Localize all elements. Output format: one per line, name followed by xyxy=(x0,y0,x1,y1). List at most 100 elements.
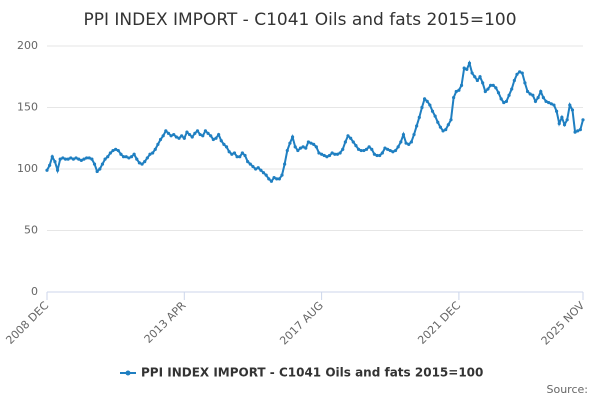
point xyxy=(370,147,374,151)
point xyxy=(325,155,329,159)
point xyxy=(531,93,535,97)
point xyxy=(158,137,163,142)
point xyxy=(230,152,234,156)
point xyxy=(338,151,342,155)
point xyxy=(209,134,213,138)
point xyxy=(217,132,221,137)
point xyxy=(578,128,582,132)
point xyxy=(510,87,514,91)
x-tick-label: 2017 AUG xyxy=(277,299,326,348)
point xyxy=(465,67,469,71)
point xyxy=(74,156,78,160)
point xyxy=(185,130,189,134)
point xyxy=(349,136,353,140)
point xyxy=(475,78,479,83)
point xyxy=(143,160,147,164)
point xyxy=(483,89,487,94)
point xyxy=(280,173,284,177)
point xyxy=(478,75,482,79)
point xyxy=(459,83,464,87)
point xyxy=(193,131,197,135)
point xyxy=(425,99,429,103)
point xyxy=(187,132,192,137)
x-tick-label: 2008 DEC xyxy=(3,299,51,347)
point xyxy=(306,140,310,144)
y-tick-label: 0 xyxy=(31,285,38,298)
y-tick-label: 150 xyxy=(17,101,38,114)
point xyxy=(438,125,443,129)
point xyxy=(359,148,363,153)
point xyxy=(251,164,255,169)
point xyxy=(386,147,390,151)
point xyxy=(420,105,424,110)
point xyxy=(172,132,176,137)
point xyxy=(525,89,530,94)
point xyxy=(79,158,83,162)
point xyxy=(362,148,366,153)
point xyxy=(356,147,361,151)
point xyxy=(488,83,493,87)
point xyxy=(119,152,123,156)
point xyxy=(166,131,171,135)
point xyxy=(412,132,416,137)
point xyxy=(269,179,274,183)
point xyxy=(82,157,86,161)
point xyxy=(573,130,577,134)
point xyxy=(129,155,134,159)
point xyxy=(568,103,572,107)
point xyxy=(343,140,347,144)
point xyxy=(309,141,313,145)
point xyxy=(267,177,271,181)
point xyxy=(283,162,287,166)
point xyxy=(248,162,252,166)
point xyxy=(499,97,503,101)
y-tick-label: 50 xyxy=(24,224,38,237)
point xyxy=(449,118,453,122)
point xyxy=(156,142,160,146)
point xyxy=(108,151,112,155)
point xyxy=(53,160,57,164)
point xyxy=(407,142,411,146)
point xyxy=(85,156,89,160)
point xyxy=(496,91,501,95)
point xyxy=(148,152,152,156)
point xyxy=(335,152,340,156)
point xyxy=(430,109,435,113)
x-tick-label: 2021 DEC xyxy=(415,299,463,347)
point xyxy=(533,99,538,103)
point xyxy=(512,78,516,83)
point xyxy=(211,137,215,142)
point xyxy=(372,152,377,156)
point xyxy=(161,134,165,138)
point xyxy=(243,153,247,158)
series-line xyxy=(46,60,584,183)
point xyxy=(454,89,458,94)
point xyxy=(320,152,324,156)
point xyxy=(520,71,524,75)
point xyxy=(351,140,355,144)
point xyxy=(45,168,49,172)
point xyxy=(364,147,369,151)
point xyxy=(547,100,551,105)
point xyxy=(63,157,68,161)
point xyxy=(127,156,131,160)
source: Source: xyxy=(547,383,589,396)
point xyxy=(275,177,279,181)
point xyxy=(261,171,266,175)
point xyxy=(277,177,281,181)
point xyxy=(507,93,511,97)
point xyxy=(264,173,268,177)
point xyxy=(298,146,303,150)
point xyxy=(288,141,292,145)
point xyxy=(539,89,543,94)
point xyxy=(560,115,564,119)
point xyxy=(462,66,466,70)
point xyxy=(190,135,194,139)
point xyxy=(354,144,358,148)
y-tick-label: 200 xyxy=(17,39,38,52)
point xyxy=(536,96,540,100)
point xyxy=(116,148,120,153)
point xyxy=(206,131,210,135)
point xyxy=(481,81,485,85)
point xyxy=(457,88,461,92)
